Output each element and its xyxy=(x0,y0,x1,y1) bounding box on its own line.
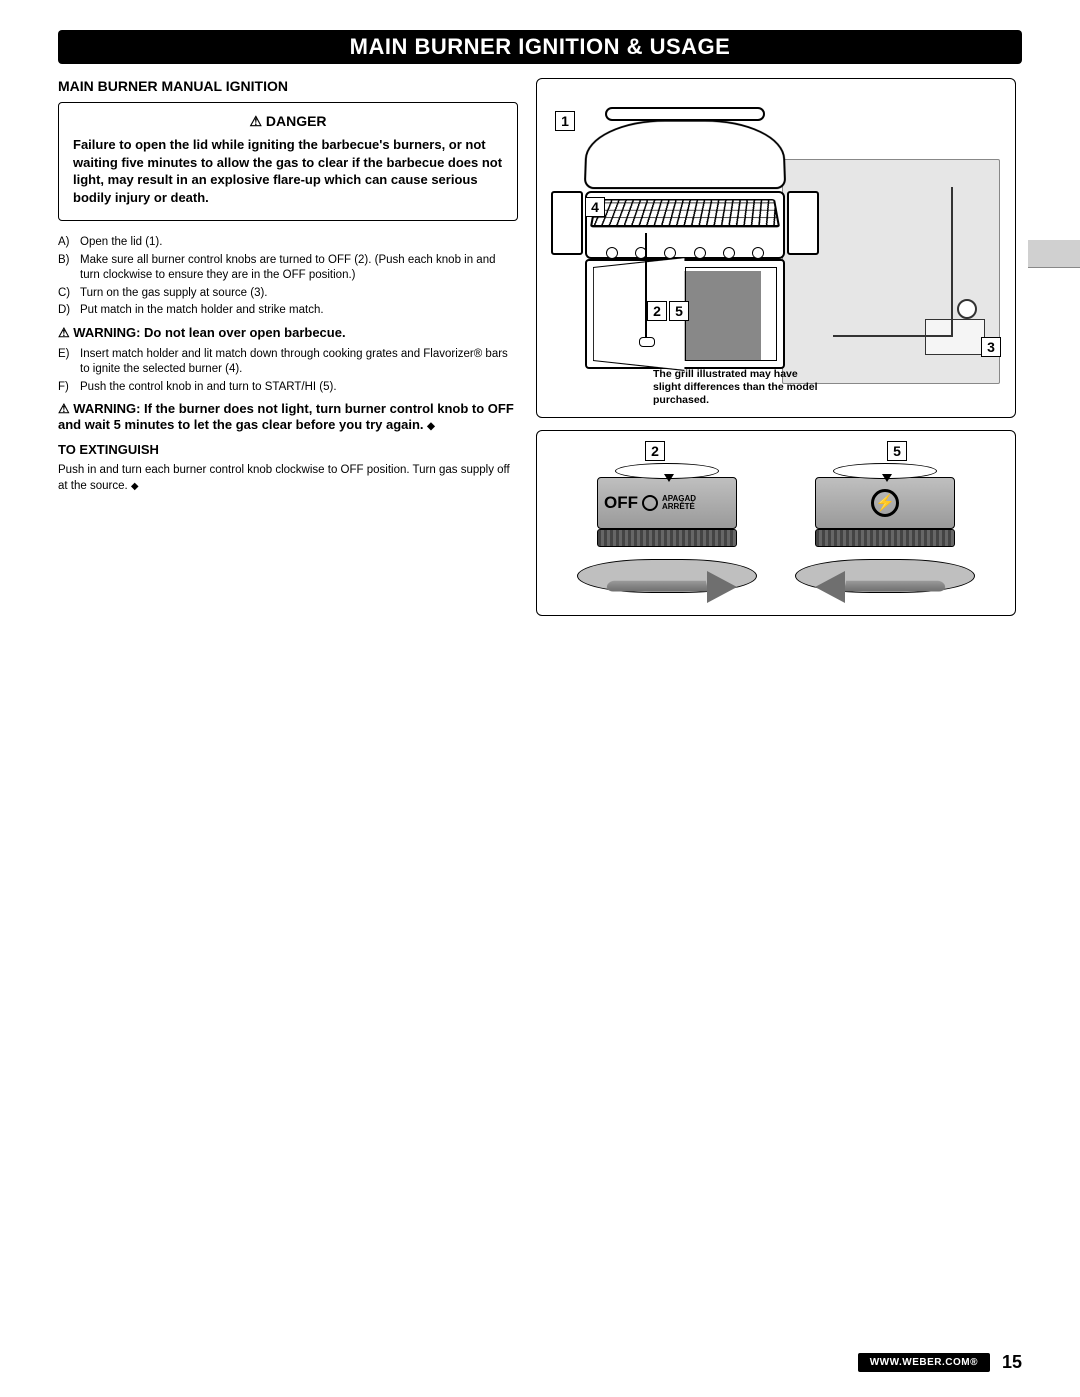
page-title-bar: MAIN BURNER IGNITION & USAGE xyxy=(58,30,1022,64)
left-column: MAIN BURNER MANUAL IGNITION ⚠ DANGER Fai… xyxy=(58,78,518,616)
knob-grip-shape xyxy=(597,529,737,547)
knob-off: OFF APAGADARRÊTÉ xyxy=(577,463,757,593)
figure-grill-diagram: 1 4 2 5 3 The grill illustrated may have… xyxy=(536,78,1016,418)
step-a: A)Open the lid (1). xyxy=(58,235,518,251)
knob-ignite: ⚡ xyxy=(795,463,975,593)
knob-top-shape xyxy=(615,463,719,479)
page: MAIN BURNER IGNITION & USAGE MAIN BURNER… xyxy=(0,0,1080,1397)
grate-shape xyxy=(590,199,780,227)
callout-4: 4 xyxy=(585,197,605,217)
callout-1: 1 xyxy=(555,111,575,131)
knob-top-shape xyxy=(833,463,937,479)
callout-2b: 2 xyxy=(645,441,665,461)
steps-list-2: E)Insert match holder and lit match down… xyxy=(58,347,518,396)
warning-2: ⚠ WARNING: If the burner does not light,… xyxy=(58,401,518,432)
steps-list-1: A)Open the lid (1). B)Make sure all burn… xyxy=(58,235,518,319)
match-holder-shape xyxy=(645,233,647,343)
knob-face: OFF APAGADARRÊTÉ xyxy=(597,477,737,529)
ignition-icon: ⚡ xyxy=(871,489,899,517)
tank-box-shape xyxy=(925,319,985,355)
step-label: B) xyxy=(58,253,80,284)
figure-knob-detail: 2 5 OFF APAGADARRÊTÉ xyxy=(536,430,1016,616)
page-footer: WWW.WEBER.COM® 15 xyxy=(858,1352,1022,1373)
knob-icon xyxy=(723,247,735,259)
rotate-arrow-icon xyxy=(815,571,945,599)
diamond-icon: ◆ xyxy=(427,421,435,432)
step-label: F) xyxy=(58,380,80,396)
off-sublabel: APAGADARRÊTÉ xyxy=(662,495,696,511)
step-text: Open the lid (1). xyxy=(80,235,518,251)
off-label: OFF xyxy=(598,493,638,513)
step-label: A) xyxy=(58,235,80,251)
step-d: D)Put match in the match holder and stri… xyxy=(58,303,518,319)
firebox-shape xyxy=(585,191,785,259)
hose-shape xyxy=(951,187,953,337)
section-heading: MAIN BURNER MANUAL IGNITION xyxy=(58,78,518,94)
step-e: E)Insert match holder and lit match down… xyxy=(58,347,518,378)
callout-5: 5 xyxy=(669,301,689,321)
rotate-arrow-icon xyxy=(607,571,737,599)
warning-1: ⚠ WARNING: Do not lean over open barbecu… xyxy=(80,325,518,341)
step-text: Put match in the match holder and strike… xyxy=(80,303,518,319)
side-table-shape xyxy=(551,191,583,255)
two-column-layout: MAIN BURNER MANUAL IGNITION ⚠ DANGER Fai… xyxy=(58,78,1022,616)
callout-2: 2 xyxy=(647,301,667,321)
callout-3: 3 xyxy=(981,337,1001,357)
counter-shape xyxy=(1028,240,1080,268)
step-label: D) xyxy=(58,303,80,319)
step-text: Push the control knob in and turn to STA… xyxy=(80,380,518,396)
step-f: F)Push the control knob in and turn to S… xyxy=(58,380,518,396)
knob-icon xyxy=(694,247,706,259)
step-b: B)Make sure all burner control knobs are… xyxy=(58,253,518,284)
page-number: 15 xyxy=(1002,1352,1022,1373)
grill-body xyxy=(585,179,785,369)
footer-url: WWW.WEBER.COM® xyxy=(858,1353,990,1372)
figure-note: The grill illustrated may have slight di… xyxy=(653,368,823,407)
right-column: 1 4 2 5 3 The grill illustrated may have… xyxy=(536,78,1016,616)
danger-box: ⚠ DANGER Failure to open the lid while i… xyxy=(58,102,518,221)
extinguish-text: Push in and turn each burner control kno… xyxy=(58,463,518,494)
knob-icon xyxy=(606,247,618,259)
knob-grip-shape xyxy=(815,529,955,547)
callout-5b: 5 xyxy=(887,441,907,461)
extinguish-heading: TO EXTINGUISH xyxy=(58,442,518,457)
hose-shape xyxy=(833,335,953,337)
step-label: C) xyxy=(58,286,80,302)
diamond-icon: ◆ xyxy=(131,481,139,492)
door-shape xyxy=(685,267,777,361)
step-text: Make sure all burner control knobs are t… xyxy=(80,253,518,284)
danger-text: Failure to open the lid while igniting t… xyxy=(73,136,503,206)
step-c: C)Turn on the gas supply at source (3). xyxy=(58,286,518,302)
danger-label: ⚠ DANGER xyxy=(73,113,503,130)
step-text: Insert match holder and lit match down t… xyxy=(80,347,518,378)
knob-face: ⚡ xyxy=(815,477,955,529)
off-circle-icon xyxy=(642,495,658,511)
step-label: E) xyxy=(58,347,80,378)
knob-icon xyxy=(752,247,764,259)
lid-shape xyxy=(584,120,786,189)
side-table-shape xyxy=(787,191,819,255)
tank-gauge-shape xyxy=(957,299,977,319)
step-text: Turn on the gas supply at source (3). xyxy=(80,286,518,302)
